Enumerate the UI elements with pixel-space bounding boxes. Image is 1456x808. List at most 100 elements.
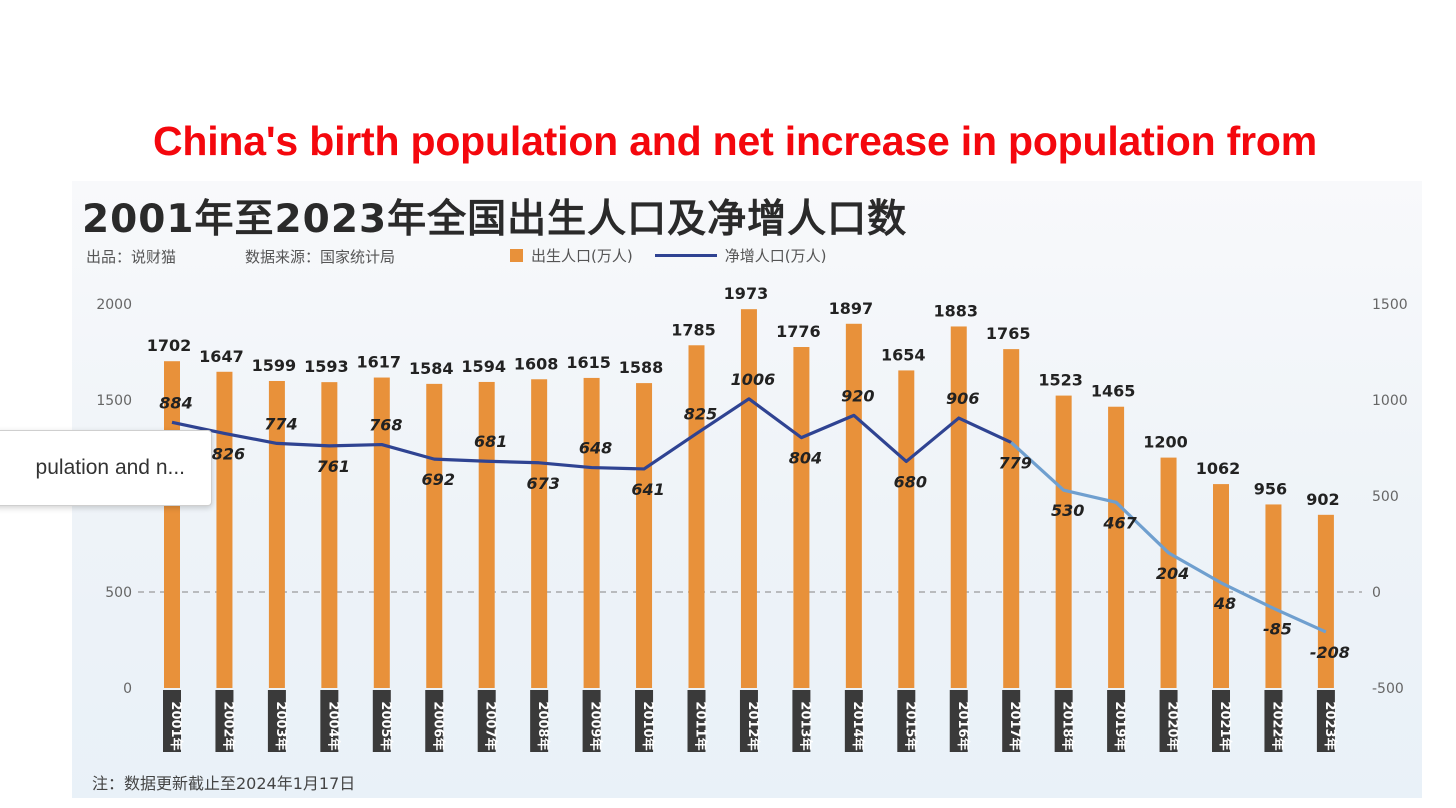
year-label: 2011年 xyxy=(693,701,709,750)
year-label-box xyxy=(267,690,286,752)
birth-value-label: 1594 xyxy=(461,357,506,376)
year-label-box xyxy=(687,690,706,752)
birth-bar xyxy=(636,383,653,688)
year-label: 2002年 xyxy=(220,701,236,750)
birth-bar xyxy=(845,323,862,688)
net-value-label: 920 xyxy=(841,386,874,405)
legend-line-label: 净增人口(万人) xyxy=(724,246,827,265)
left-axis-tick: 1500 xyxy=(96,393,132,409)
year-label-box xyxy=(477,690,496,752)
net-value-label: 884 xyxy=(159,393,192,412)
birth-bar xyxy=(531,379,548,688)
year-label: 2015年 xyxy=(902,701,918,750)
birth-value-label: 1776 xyxy=(776,322,821,341)
year-label: 2013年 xyxy=(797,701,813,750)
birth-bar xyxy=(1317,514,1334,688)
birth-value-label: 1615 xyxy=(566,353,611,372)
net-value-label: 467 xyxy=(1102,513,1137,532)
year-label: 2022年 xyxy=(1269,701,1285,750)
right-axis-tick: -500 xyxy=(1372,681,1404,697)
birth-value-label: 1062 xyxy=(1196,459,1241,478)
birth-value-label: 956 xyxy=(1254,479,1287,498)
year-label-box xyxy=(1212,690,1230,752)
year-label: 2006年 xyxy=(430,701,446,750)
birth-bar xyxy=(688,345,705,688)
birth-bar xyxy=(1055,395,1072,688)
net-value-label: 673 xyxy=(526,474,559,493)
year-label: 2018年 xyxy=(1060,701,1076,750)
year-label-box xyxy=(372,690,391,752)
year-label: 2021年 xyxy=(1217,701,1233,750)
credit-text: 出品：说财猫 xyxy=(86,248,177,266)
birth-bar xyxy=(583,377,600,688)
net-value-label: 906 xyxy=(946,389,979,408)
net-value-label: 692 xyxy=(422,470,455,489)
net-value-label: 641 xyxy=(631,480,664,499)
birth-bar xyxy=(1003,349,1020,688)
page-title: China's birth population and net increas… xyxy=(152,118,1317,164)
year-label-box xyxy=(1316,690,1335,752)
birth-value-label: 1702 xyxy=(147,336,192,355)
year-label: 2008年 xyxy=(535,701,551,750)
net-value-label: 204 xyxy=(1156,564,1189,583)
net-value-label: 530 xyxy=(1051,501,1084,520)
net-value-label: 774 xyxy=(264,414,297,433)
net-value-label: 826 xyxy=(212,444,245,463)
net-value-label: 48 xyxy=(1213,594,1236,613)
year-label: 2017年 xyxy=(1007,701,1023,750)
year-label-box xyxy=(215,690,234,752)
year-label-box xyxy=(1002,690,1021,752)
birth-value-label: 1654 xyxy=(881,345,926,364)
year-label: 2003年 xyxy=(273,701,289,750)
year-label-box xyxy=(530,690,549,752)
birth-bar xyxy=(268,380,285,688)
tooltip-text: pulation and n... xyxy=(35,456,185,479)
birth-value-label: 1785 xyxy=(671,320,716,339)
birth-value-label: 1588 xyxy=(619,358,664,377)
birth-bar xyxy=(478,381,495,688)
year-label-box xyxy=(320,690,339,752)
legend: 出生人口(万人) 净增人口(万人) xyxy=(510,244,826,266)
net-value-label: 681 xyxy=(474,432,507,451)
net-value-label: 779 xyxy=(998,453,1031,472)
year-label-box xyxy=(1159,690,1178,752)
year-label-box xyxy=(844,690,863,752)
birth-bar xyxy=(740,309,757,688)
year-label-box xyxy=(792,690,811,752)
right-axis-tick: 0 xyxy=(1372,585,1381,601)
birth-value-label: 1593 xyxy=(304,357,349,376)
left-axis-tick: 0 xyxy=(123,681,132,697)
birth-bar xyxy=(793,347,810,688)
right-axis-tick: 500 xyxy=(1372,489,1399,505)
year-label-box xyxy=(1107,690,1126,752)
birth-bar xyxy=(1213,484,1229,688)
birth-bar xyxy=(373,377,390,688)
birth-bar xyxy=(1265,504,1282,688)
birth-value-label: 1973 xyxy=(724,284,769,303)
net-value-label: 1006 xyxy=(731,370,776,389)
year-label-box xyxy=(635,690,654,752)
year-label-box xyxy=(739,690,758,752)
year-label-box xyxy=(1054,690,1073,752)
birth-value-label: 1647 xyxy=(199,347,244,366)
year-label-box xyxy=(897,690,916,752)
birth-value-label: 902 xyxy=(1306,490,1339,509)
year-label: 2007年 xyxy=(483,701,499,750)
birth-bar xyxy=(321,382,338,688)
net-value-label: 768 xyxy=(369,416,402,435)
source-text: 数据来源：国家统计局 xyxy=(245,248,396,266)
birth-value-label: 1584 xyxy=(409,359,454,378)
year-label: 2012年 xyxy=(745,701,761,750)
birth-value-label: 1765 xyxy=(986,324,1031,343)
net-value-label: 680 xyxy=(894,472,927,491)
legend-bar-swatch xyxy=(510,248,523,262)
year-label-box xyxy=(582,690,601,752)
birth-bar xyxy=(1160,457,1177,688)
net-value-label: 648 xyxy=(579,439,612,458)
footnote: 注：数据更新截止至2024年1月17日 xyxy=(92,774,356,793)
year-label: 2023年 xyxy=(1322,701,1338,750)
legend-bar-label: 出生人口(万人) xyxy=(531,246,633,265)
birth-value-label: 1523 xyxy=(1038,371,1083,390)
net-value-label: 825 xyxy=(684,405,717,424)
birth-value-label: 1200 xyxy=(1143,433,1188,452)
